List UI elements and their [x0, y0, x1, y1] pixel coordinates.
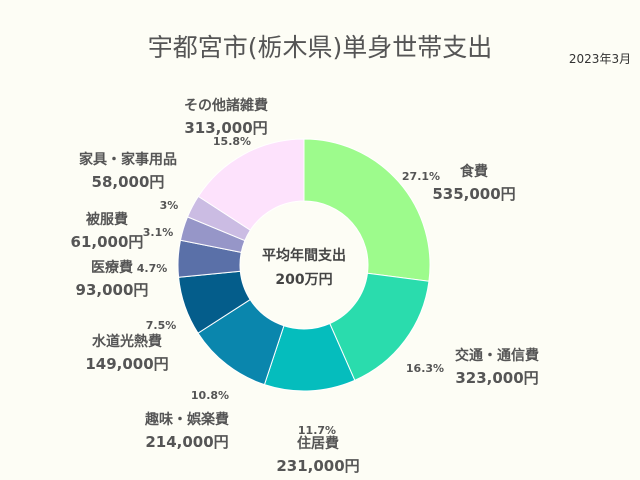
- slice-value-label-0: 535,000円: [432, 185, 515, 203]
- chart-title: 宇都宮市(栃木県)単身世帯支出: [148, 33, 493, 62]
- slice-value-label-1: 323,000円: [455, 369, 538, 387]
- slice-value-label-6: 61,000円: [71, 233, 144, 251]
- slices-group: [177, 138, 431, 392]
- slice-percent-label-1: 16.3%: [406, 362, 444, 375]
- slice-category-label-8: その他諸雑費: [184, 97, 268, 114]
- slice-percent-label-3: 10.8%: [191, 389, 229, 402]
- slice-category-label-3: 趣味・娯楽費: [144, 411, 229, 428]
- slice-value-label-3: 214,000円: [145, 433, 228, 451]
- slice-category-label-7: 家具・家事用品: [79, 151, 177, 168]
- center-label-line1: 平均年間支出: [262, 247, 346, 264]
- labels-group: 食費 535,000円 27.1% 交通・通信費 323,000円 16.3% 住居費 231…: [71, 97, 539, 475]
- slice-category-label-5: 医療費: [91, 259, 133, 276]
- slice-percent-label-6: 3.1%: [143, 226, 174, 239]
- slice-category-label-4: 水道光熱費: [92, 333, 162, 350]
- slice-percent-label-0: 27.1%: [402, 170, 440, 183]
- slice-value-label-7: 58,000円: [92, 173, 165, 191]
- slice-8: [197, 138, 305, 231]
- slice-0: [303, 138, 431, 282]
- slice-category-label-6: 被服費: [86, 211, 128, 228]
- slice-value-label-5: 93,000円: [76, 281, 149, 299]
- slice-category-label-0: 食費: [460, 163, 488, 180]
- slice-percent-label-4: 7.5%: [146, 319, 177, 332]
- center-label-line2: 200万円: [275, 272, 332, 288]
- date-label: 2023年3月: [569, 52, 631, 66]
- slice-category-label-2: 住居費: [297, 435, 339, 452]
- slice-percent-label-7: 3%: [160, 199, 179, 212]
- slice-value-label-8: 313,000円: [184, 119, 267, 137]
- slice-percent-label-2: 11.7%: [298, 424, 336, 437]
- slice-value-label-4: 149,000円: [85, 355, 168, 373]
- slice-percent-label-8: 15.8%: [213, 135, 251, 148]
- slice-value-label-2: 231,000円: [276, 457, 359, 475]
- slice-category-label-1: 交通・通信費: [455, 347, 539, 364]
- slice-percent-label-5: 4.7%: [137, 262, 168, 275]
